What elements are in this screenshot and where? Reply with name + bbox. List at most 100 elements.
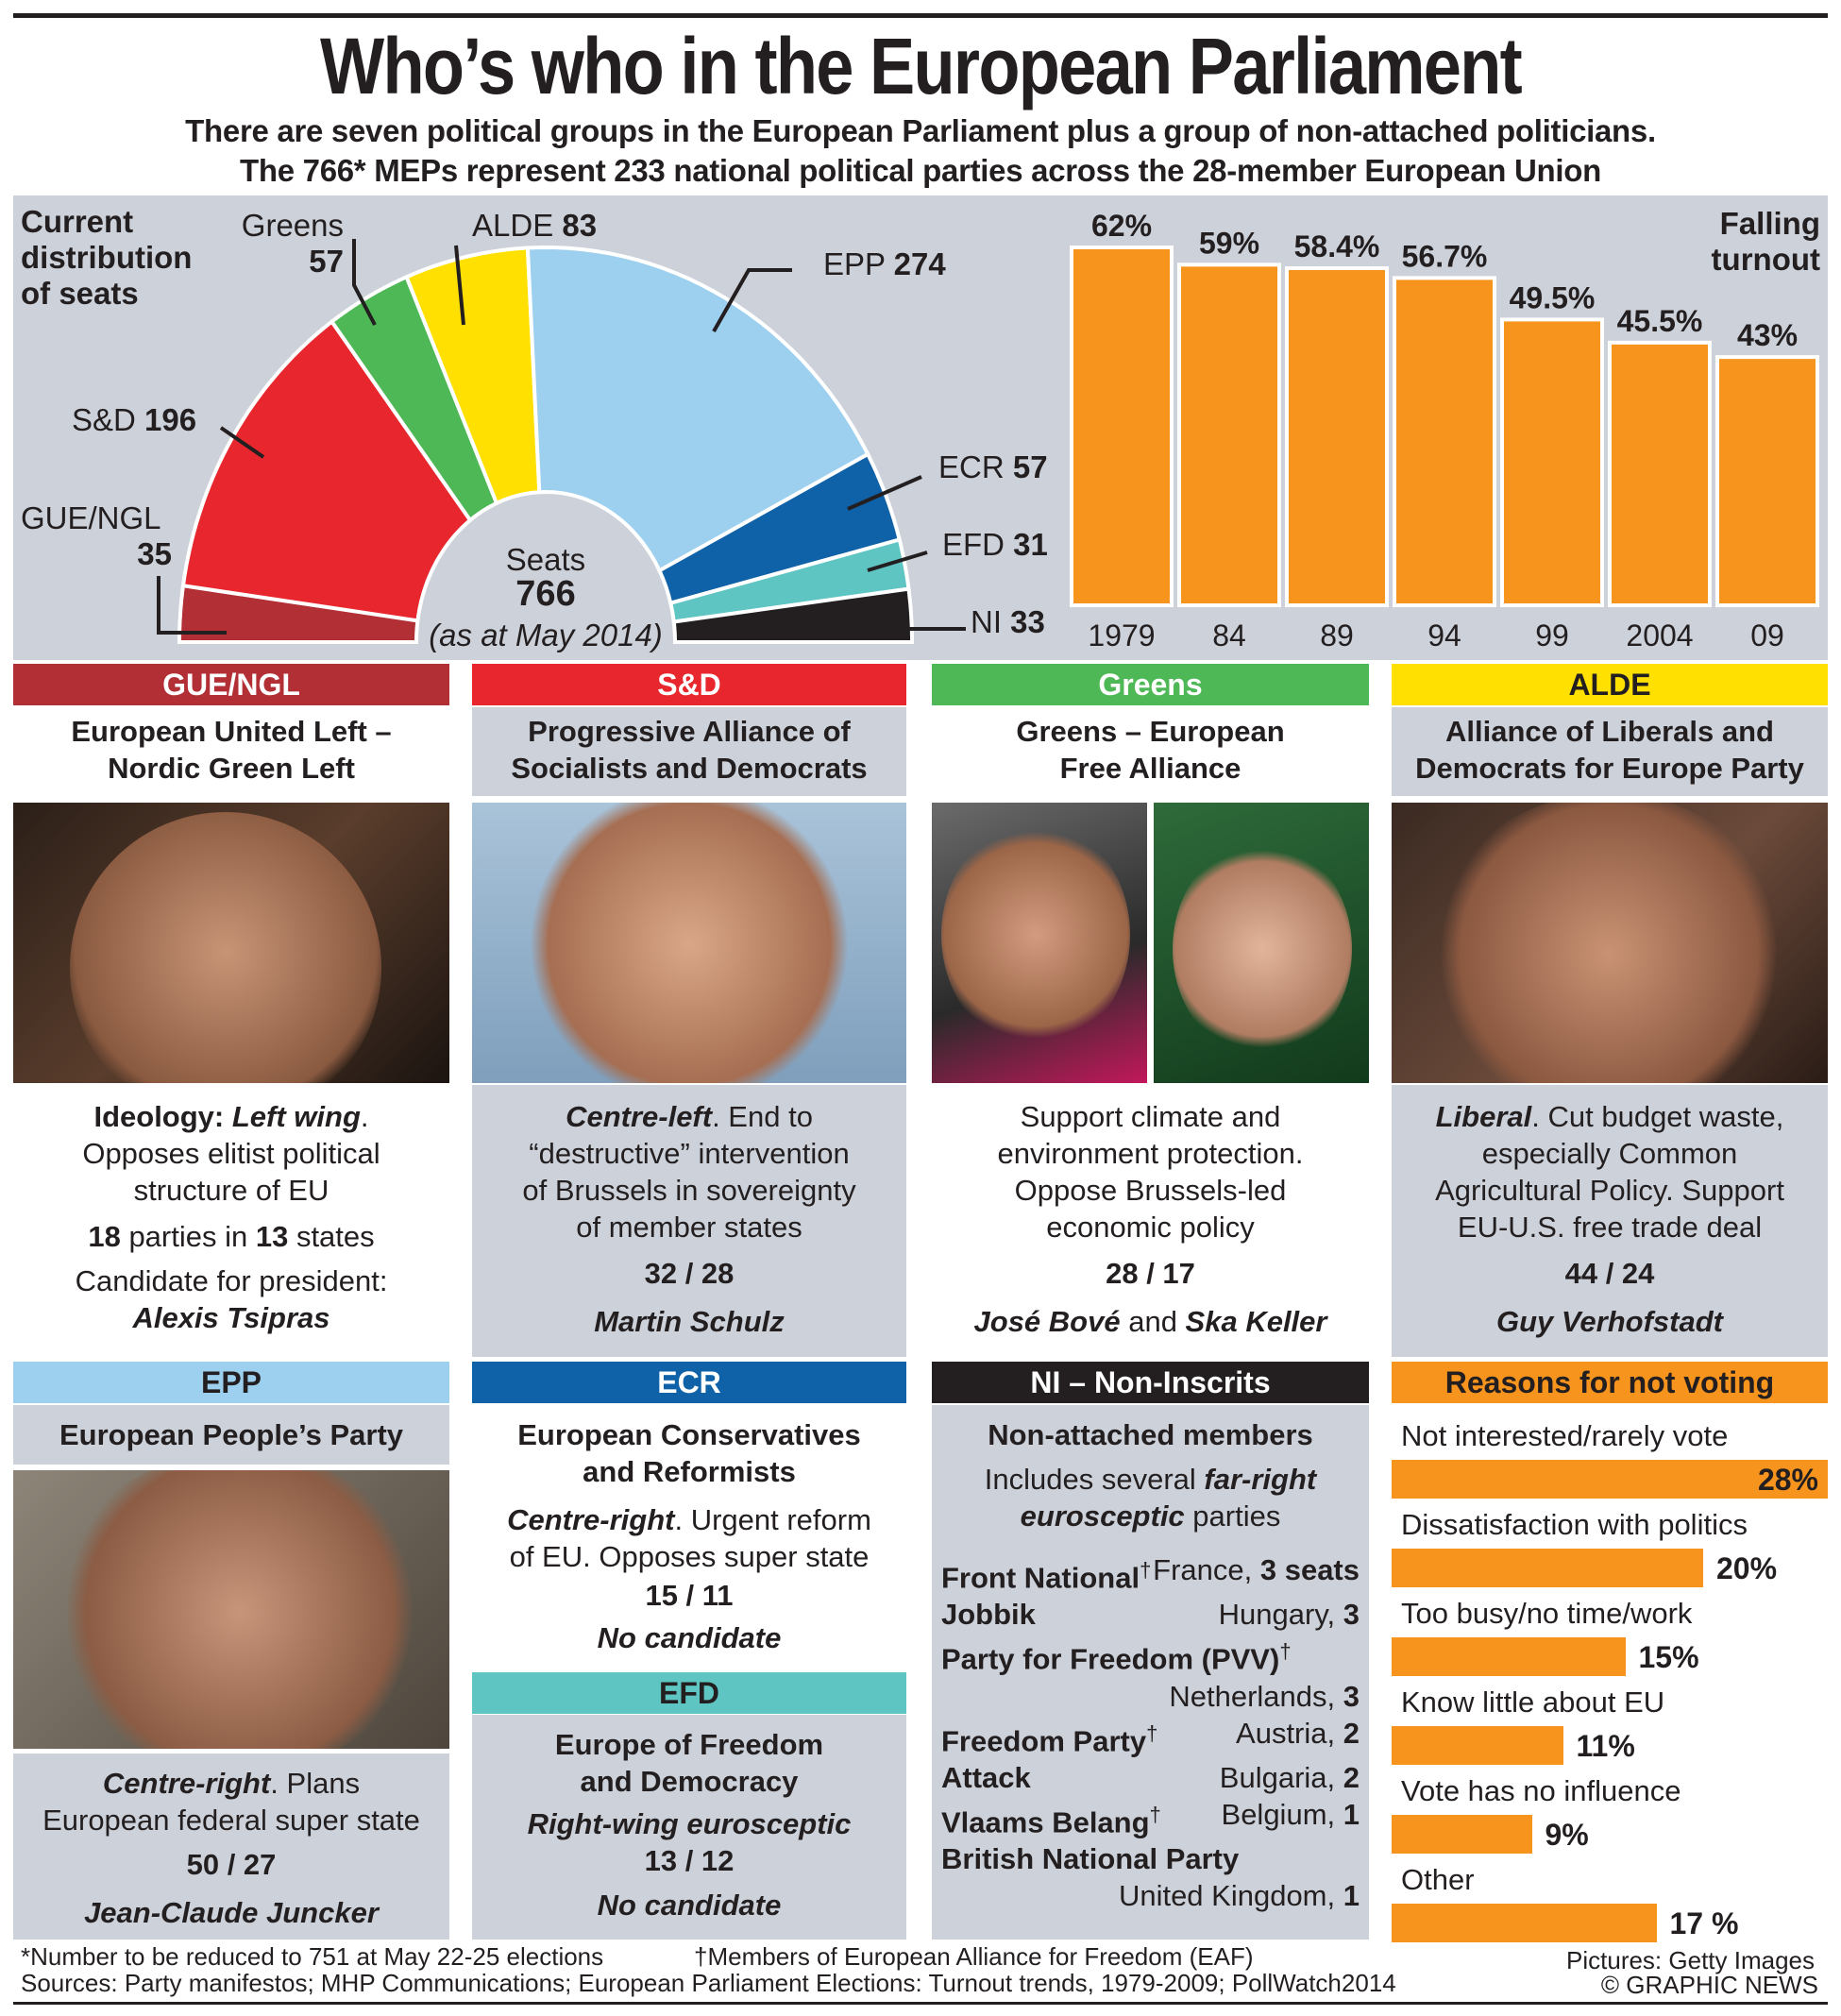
text-epp: Centre-right. Plans European federal sup… — [13, 1753, 449, 1940]
label-epp-name: EPP — [823, 246, 886, 281]
label-sd-name: S&D — [72, 402, 136, 437]
reason-value: 17 % — [1669, 1906, 1739, 1940]
header-greens: Greens — [932, 664, 1369, 705]
turnout-bar — [1177, 263, 1281, 607]
label-gue-name: GUE/NGL — [21, 500, 161, 535]
label-ecr-name: ECR — [938, 449, 1005, 484]
label-greens: Greens 57 — [227, 208, 344, 280]
reason-bar — [1392, 1549, 1703, 1587]
copyright: © GRAPHIC NEWS — [1600, 1971, 1818, 1999]
stats: 28 / 17 — [1106, 1257, 1195, 1290]
label-efd-value: 31 — [1013, 527, 1048, 562]
reason-label: Vote has no influence — [1401, 1774, 1681, 1807]
label-efd: EFD 31 — [942, 527, 1048, 563]
reasons-bar-chart: Not interested/rarely vote 28% Dissatisfac… — [1392, 1405, 1828, 1942]
leader-line — [847, 475, 922, 511]
reason-bar — [1392, 1815, 1532, 1854]
candidate-name: Martin Schulz — [594, 1305, 785, 1338]
turnout-bar — [1285, 266, 1389, 608]
label-alde: ALDE 83 — [472, 208, 597, 244]
turnout-value-label: 49.5% — [1510, 280, 1596, 314]
leader-line — [219, 426, 265, 459]
candidate-name: No candidate — [597, 1621, 782, 1654]
name-ecr: European Conservatives and Reformists — [517, 1418, 861, 1488]
ideology-value: Right-wing eurosceptic — [527, 1807, 852, 1840]
ideology-value: Left wing — [231, 1100, 361, 1133]
ni-party-row: Attack Bulgaria, 2 — [941, 1759, 1360, 1796]
ni-party-country: Belgium, 1 — [1221, 1797, 1360, 1831]
name-efd: Europe of Freedom and Democracy — [554, 1728, 824, 1798]
ni-party-name: Freedom Party† — [941, 1720, 1158, 1757]
ideology-value: Centre-right — [507, 1503, 675, 1536]
reason-value: 9% — [1545, 1818, 1589, 1852]
center-seats-label: Seats — [505, 542, 586, 577]
ideology-value: Centre-left — [566, 1100, 713, 1133]
center-seats-note: (as at May 2014) — [429, 618, 663, 652]
photo-martin-schulz — [472, 803, 906, 1083]
label-alde-name: ALDE — [472, 208, 554, 243]
ideology-label: Ideology: — [93, 1100, 232, 1133]
name-greens: Greens – European Free Alliance — [1016, 715, 1285, 785]
photo-ska-keller — [1154, 803, 1369, 1083]
turnout-bar — [1393, 276, 1496, 608]
ni-party-row: British National Party United Kingdom, 1 — [941, 1840, 1360, 1914]
turnout-value-label: 45.5% — [1617, 304, 1703, 338]
turnout-year-label: 94 — [1427, 618, 1461, 652]
description: . Opposes elitist political structure of… — [82, 1100, 380, 1207]
seats-chart-title: Current distribution of seats — [21, 204, 193, 311]
turnout-value-label: 59% — [1199, 226, 1259, 260]
name-gue-ngl: European United Left – Nordic Green Left — [71, 715, 392, 785]
header-alde: ALDE — [1392, 664, 1828, 705]
ni-party-country: United Kingdom, 1 — [1118, 1879, 1360, 1913]
reason-value: 28% — [1757, 1463, 1818, 1497]
label-ecr: ECR 57 — [938, 449, 1048, 485]
reason-bar — [1392, 1460, 1828, 1499]
picture-credit: Pictures: Getty Images — [1566, 1946, 1815, 1974]
header-ni: NI – Non-Inscrits — [932, 1362, 1369, 1403]
turnout-year-label: 99 — [1535, 618, 1569, 652]
ideology-value: Centre-right — [102, 1767, 271, 1800]
text-sd: Centre-left. End to “destructive” interv… — [472, 1085, 906, 1357]
page-title: Who’s who in the European Parliament — [320, 22, 1523, 110]
header-gue-ngl: GUE/NGL — [13, 664, 449, 705]
bottom-rule — [13, 2002, 1828, 2005]
footnote-dagger: †Members of European Alliance for Freedo… — [694, 1942, 1254, 1971]
turnout-bar — [1500, 317, 1604, 607]
header-efd: EFD — [472, 1672, 906, 1714]
turnout-value-label: 58.4% — [1294, 229, 1380, 263]
stats: 44 / 24 — [1564, 1257, 1655, 1290]
ni-party-name: British National Party — [941, 1842, 1240, 1876]
turnout-bar — [1715, 355, 1819, 607]
leader-line — [712, 268, 792, 332]
ni-party-row: Front National† France, 3 seats — [941, 1551, 1360, 1596]
label-greens-name: Greens — [241, 208, 344, 243]
ni-party-row: Freedom Party† Austria, 2 — [941, 1715, 1360, 1759]
stats: 50 / 27 — [186, 1848, 277, 1881]
turnout-chart-title: Falling turnout — [1711, 206, 1820, 277]
reason-bar — [1392, 1637, 1626, 1676]
text-alde: Liberal. Cut budget waste, especially Co… — [1392, 1085, 1828, 1357]
ni-party-country: Netherlands, 3 — [1169, 1679, 1360, 1713]
turnout-value-label: 62% — [1091, 209, 1152, 243]
ni-party-name: Vlaams Belang† — [941, 1802, 1161, 1839]
label-gue: GUE/NGL 35 — [21, 500, 172, 572]
header-epp: EPP — [13, 1362, 449, 1403]
leader-line — [352, 239, 377, 326]
description: Support climate and environment protecti… — [997, 1100, 1304, 1244]
text-greens: Support climate and environment protecti… — [932, 1085, 1369, 1357]
description: . Urgent reform of EU. Opposes super sta… — [509, 1503, 871, 1573]
stats: 15 / 11 — [645, 1579, 734, 1612]
reason-bar — [1392, 1904, 1657, 1942]
header-reasons: Reasons for not voting — [1392, 1362, 1828, 1403]
leader-line — [454, 245, 465, 326]
ni-party-row: Vlaams Belang† Belgium, 1 — [941, 1796, 1360, 1840]
name-sd: Progressive Alliance of Socialists and D… — [472, 707, 906, 796]
subtitle-line-2: The 766* MEPs represent 233 national pol… — [240, 153, 1601, 188]
label-ni-name: NI — [971, 604, 1002, 639]
reason-bar — [1392, 1726, 1563, 1765]
ni-party-name: Attack — [941, 1760, 1031, 1794]
header-sd: S&D — [472, 664, 906, 705]
name-epp: European People’s Party — [13, 1405, 449, 1465]
photo-alexis-tsipras — [13, 803, 449, 1083]
turnout-bar-chart: 62% 1979 59% 84 58.4% 89 56.7% 94 49.5% 99 45.5% 20… — [1070, 209, 1819, 652]
